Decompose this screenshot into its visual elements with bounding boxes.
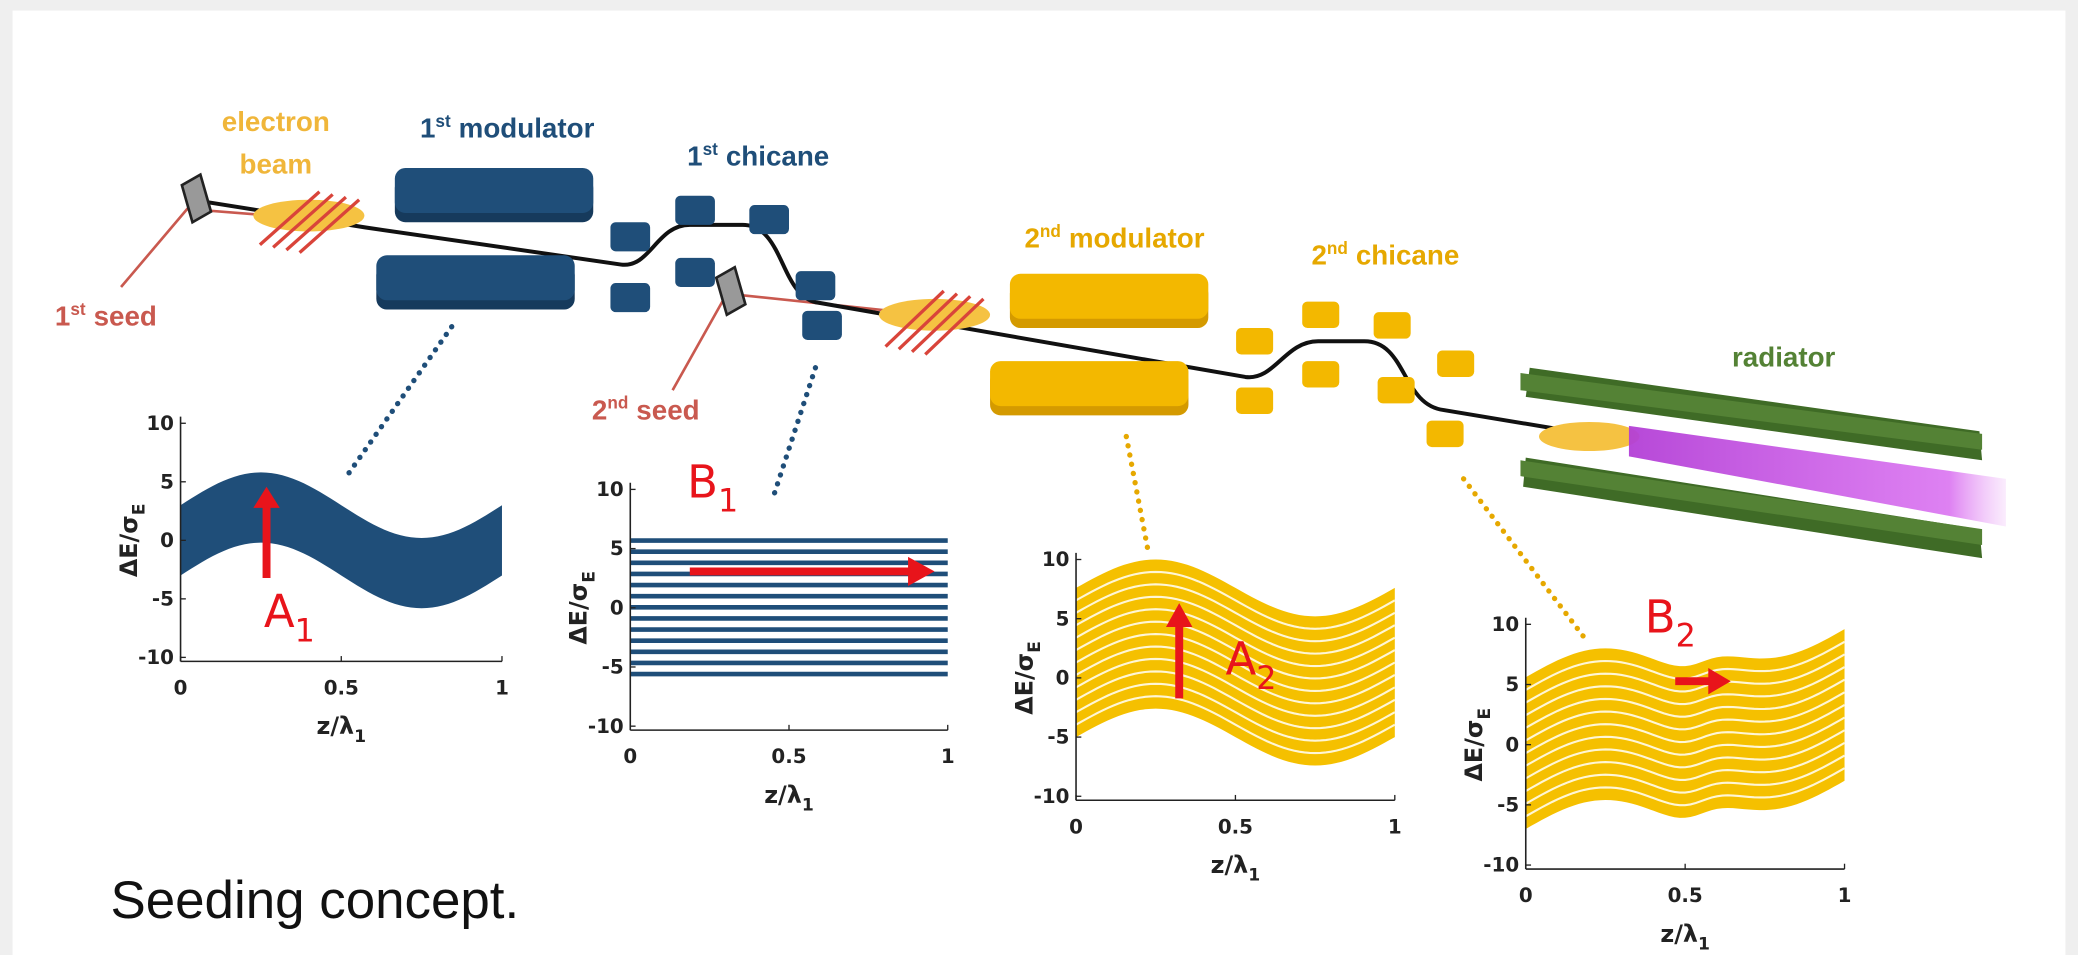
y-axis-label-sub: E [1025,641,1045,653]
y-tick-label: -10 [588,715,624,738]
x-axis-label-main: z/λ [1211,851,1249,879]
panel [13,11,2066,955]
label-number: 1 [420,113,435,144]
label-number: 2 [1024,222,1039,253]
x-tick-label: 0.5 [1668,884,1703,907]
y-axis-label-sub: E [1475,708,1495,720]
y-tick-label: 10 [596,478,624,501]
label-text: seed [94,300,157,331]
annotation-sub: 2 [1256,661,1276,697]
label-superscript: st [70,299,86,319]
x-axis-label-sub: 1 [1248,866,1260,886]
label: radiator [1732,341,1836,372]
y-tick-label: 0 [1056,667,1070,690]
y-tick-label: 10 [1492,613,1520,636]
x-tick-label: 1 [1838,884,1852,907]
y-tick-label: 5 [1056,607,1070,630]
y-tick-label: -10 [138,646,174,669]
x-tick-label: 1 [941,745,955,768]
y-tick-label: -5 [602,656,624,679]
annotation-sub: 1 [295,613,315,649]
x-axis-label-sub: 1 [802,796,814,816]
y-tick-label: -5 [1497,793,1519,816]
y-tick-label: -5 [1047,726,1069,749]
label-superscript: nd [1040,221,1061,241]
x-axis-label-sub: 1 [354,727,366,747]
x-tick-label: 1 [495,676,509,699]
y-tick-label: 10 [1042,548,1070,571]
x-axis-label-sub: 1 [1698,935,1710,955]
x-tick-label: 0.5 [1218,815,1253,838]
label-number: 1 [687,140,702,171]
label-text: modulator [459,113,595,144]
annotation-sub: 2 [1676,619,1696,655]
label-number: 1 [55,300,70,331]
y-tick-label: 10 [146,412,174,435]
caption: Seeding concept. [110,871,519,930]
annotation-main: A [264,585,295,638]
label-text: chicane [726,140,829,171]
label: electron [222,106,330,137]
x-tick-label: 1 [1388,815,1402,838]
label-text: seed [636,394,699,425]
label: beam [240,148,313,179]
annotation-main: B [687,455,718,508]
x-tick-label: 0.5 [324,676,359,699]
x-tick-label: 0 [174,676,188,699]
annotation-main: B [1645,590,1676,643]
y-tick-label: 5 [1505,673,1519,696]
figure: electron beam 1stmodulator 1stchicane 1s… [0,0,2078,955]
annotation-main: A [1226,633,1257,686]
label-superscript: st [703,139,719,159]
y-axis-label-sub: E [579,571,599,583]
label-number: 2 [592,394,607,425]
y-tick-label: 0 [1505,733,1519,756]
y-tick-label: -10 [1483,854,1519,877]
y-tick-label: -10 [1034,785,1070,808]
annotation-sub: 1 [718,484,738,520]
label-number: 2 [1311,240,1326,271]
x-tick-label: 0 [1069,815,1083,838]
label-superscript: st [435,111,451,131]
y-axis-label-main: ΔE/σ [565,583,593,645]
x-tick-label: 0 [623,745,637,768]
label-text: modulator [1069,222,1205,253]
x-axis-label-main: z/λ [764,781,802,809]
x-axis-label-main: z/λ [1660,920,1698,948]
y-axis-label-main: ΔE/σ [1010,653,1038,715]
x-axis-label-main: z/λ [316,712,354,740]
y-axis-label-main: ΔE/σ [115,515,143,577]
label-superscript: nd [607,393,628,413]
y-tick-label: 0 [610,596,624,619]
y-tick-label: 5 [160,470,174,493]
y-tick-label: 5 [610,537,624,560]
y-axis-label-main: ΔE/σ [1460,720,1488,782]
x-tick-label: 0.5 [771,745,806,768]
label-superscript: nd [1327,238,1348,258]
page: electron beam 1stmodulator 1stchicane 1s… [0,0,2078,955]
label-text: chicane [1356,240,1459,271]
y-tick-label: 0 [160,529,174,552]
x-tick-label: 0 [1519,884,1533,907]
y-axis-label-sub: E [130,504,150,516]
y-tick-label: -5 [152,587,174,610]
